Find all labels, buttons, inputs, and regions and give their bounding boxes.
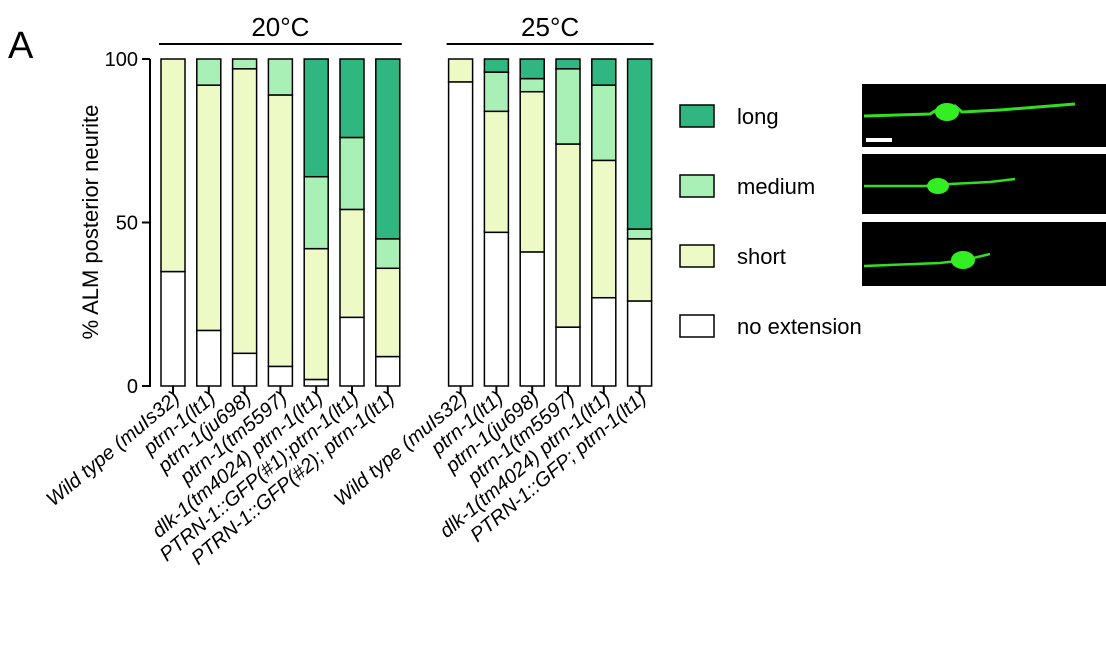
chart: A % ALM posterior neurite 050100Wild typ…	[0, 0, 1106, 641]
bar-segment	[304, 249, 328, 380]
bar-segment	[520, 252, 544, 386]
soma	[951, 251, 975, 269]
bar-segment	[628, 59, 652, 229]
bar-segment	[628, 239, 652, 301]
micrographs	[862, 84, 1106, 286]
legend-swatch	[680, 245, 714, 267]
bar-segment	[449, 82, 473, 386]
legend-label: medium	[737, 174, 815, 199]
bar-segment	[268, 366, 292, 386]
bar-segment	[449, 59, 473, 82]
y-tick-label: 50	[116, 213, 138, 235]
bar-segment	[233, 353, 257, 386]
bar-segment	[376, 59, 400, 239]
bar-segment	[592, 298, 616, 386]
bar-segment	[484, 59, 508, 72]
group-label: 25°C	[521, 12, 579, 42]
bar-segment	[340, 137, 364, 209]
y-axis-label: % ALM posterior neurite	[78, 105, 103, 340]
bar-segment	[556, 144, 580, 327]
bar-segment	[376, 357, 400, 386]
legend-label: short	[737, 244, 786, 269]
bar-segment	[233, 59, 257, 69]
bar-segment	[376, 268, 400, 356]
bar-segment	[556, 69, 580, 144]
bar-segment	[520, 79, 544, 92]
bar-segment	[197, 59, 221, 85]
bar-segment	[340, 317, 364, 386]
bar-segment	[628, 229, 652, 239]
bar-segment	[161, 272, 185, 386]
bar-segment	[304, 379, 328, 386]
soma	[935, 103, 959, 121]
bar-segment	[592, 85, 616, 160]
legend-swatch	[680, 315, 714, 337]
bar-segment	[268, 95, 292, 366]
bar-segment	[520, 92, 544, 252]
bar-segment	[340, 59, 364, 137]
micrograph	[862, 154, 1106, 214]
bar-segment	[484, 232, 508, 386]
bar-segment	[520, 59, 544, 79]
bar-segment	[197, 330, 221, 386]
y-tick-label: 100	[105, 49, 138, 71]
bar-segment	[268, 59, 292, 95]
bar-segment	[628, 301, 652, 386]
scale-bar	[866, 138, 892, 142]
legend-swatch	[680, 105, 714, 127]
panel-label: A	[8, 25, 34, 67]
bar-segment	[340, 209, 364, 317]
soma	[927, 178, 949, 194]
bar-segment	[304, 59, 328, 177]
bar-segment	[556, 59, 580, 69]
legend-swatch	[680, 175, 714, 197]
y-tick-label: 0	[127, 376, 138, 398]
bar-segment	[161, 59, 185, 272]
group-label: 20°C	[251, 12, 309, 42]
bar-segment	[484, 72, 508, 111]
bar-segment	[197, 85, 221, 330]
page: A % ALM posterior neurite 050100Wild typ…	[0, 0, 1106, 646]
bar-segment	[556, 327, 580, 386]
micrograph	[862, 222, 1106, 286]
bar-segment	[233, 69, 257, 353]
bar-segment	[592, 59, 616, 85]
bar-segment	[592, 160, 616, 297]
legend-label: long	[737, 104, 779, 129]
bar-segment	[484, 111, 508, 232]
bar-segment	[376, 239, 400, 268]
legend-label: no extension	[737, 314, 862, 339]
bar-segment	[304, 177, 328, 249]
